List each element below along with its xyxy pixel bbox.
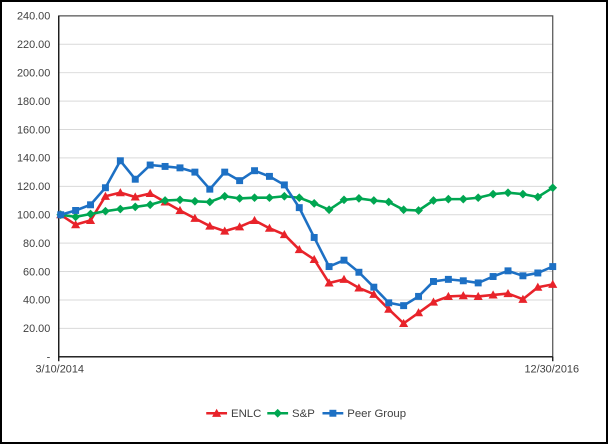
legend: ENLC S&P Peer Group — [206, 408, 406, 420]
y-tick-label: 20.00 — [23, 323, 50, 335]
y-tick-label: - — [47, 352, 51, 364]
y-tick-label: 80.00 — [23, 238, 50, 250]
y-tick-label: 200.00 — [17, 67, 50, 79]
svg-text:ENLC: ENLC — [231, 408, 261, 420]
svg-text:S&P: S&P — [292, 408, 315, 420]
legend-item-s-p: S&P — [267, 408, 315, 420]
y-tick-label: 180.00 — [17, 96, 50, 108]
x-label-start: 3/10/2014 — [35, 364, 83, 376]
series-enlc — [56, 188, 558, 327]
x-label-end: 12/30/2016 — [524, 364, 579, 376]
y-tick-label: 140.00 — [17, 153, 50, 165]
legend-item-peer-group: Peer Group — [322, 408, 406, 420]
series-s-p — [56, 183, 558, 222]
y-tick-label: 60.00 — [23, 266, 50, 278]
y-tick-label: 240.00 — [17, 11, 50, 23]
svg-text:Peer Group: Peer Group — [347, 408, 406, 420]
y-tick-label: 220.00 — [17, 39, 50, 51]
y-tick-label: 40.00 — [23, 295, 50, 307]
y-tick-label: 160.00 — [17, 124, 50, 136]
legend-item-enlc: ENLC — [206, 408, 261, 420]
y-tick-label: 100.00 — [17, 209, 50, 221]
series-peer-group — [57, 157, 557, 310]
y-tick-label: 120.00 — [17, 181, 50, 193]
